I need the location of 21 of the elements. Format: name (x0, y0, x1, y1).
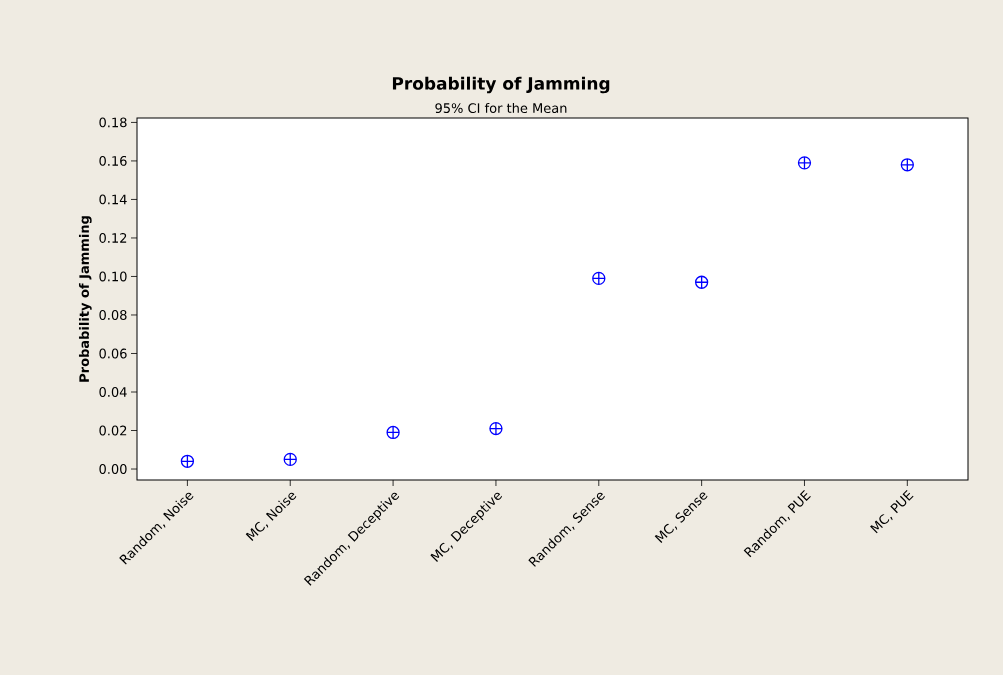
y-tick-label: 0.10 (99, 271, 127, 282)
point (283, 452, 297, 467)
y-axis-title: Probability of Jamming (78, 216, 92, 382)
point (797, 156, 812, 170)
point (900, 158, 914, 172)
y-tick-label: 0.04 (99, 387, 127, 397)
y-tick-label: 0.00 (99, 464, 127, 474)
chart-title: Probability of Jamming (392, 76, 610, 94)
point (489, 421, 503, 436)
y-tick-label: 0.14 (99, 194, 127, 205)
point (694, 275, 709, 289)
y-tick-label: 0.08 (99, 310, 127, 320)
chart-subtitle: 95% CI for the Mean (435, 102, 567, 114)
point (386, 425, 400, 440)
y-tick-label: 0.06 (99, 348, 127, 359)
point (592, 271, 606, 286)
y-tick-label: 0.18 (99, 117, 127, 128)
point (180, 454, 195, 468)
y-tick-label: 0.02 (99, 425, 127, 436)
y-tick-label: 0.16 (99, 156, 127, 166)
y-tick-label: 0.12 (99, 233, 127, 243)
